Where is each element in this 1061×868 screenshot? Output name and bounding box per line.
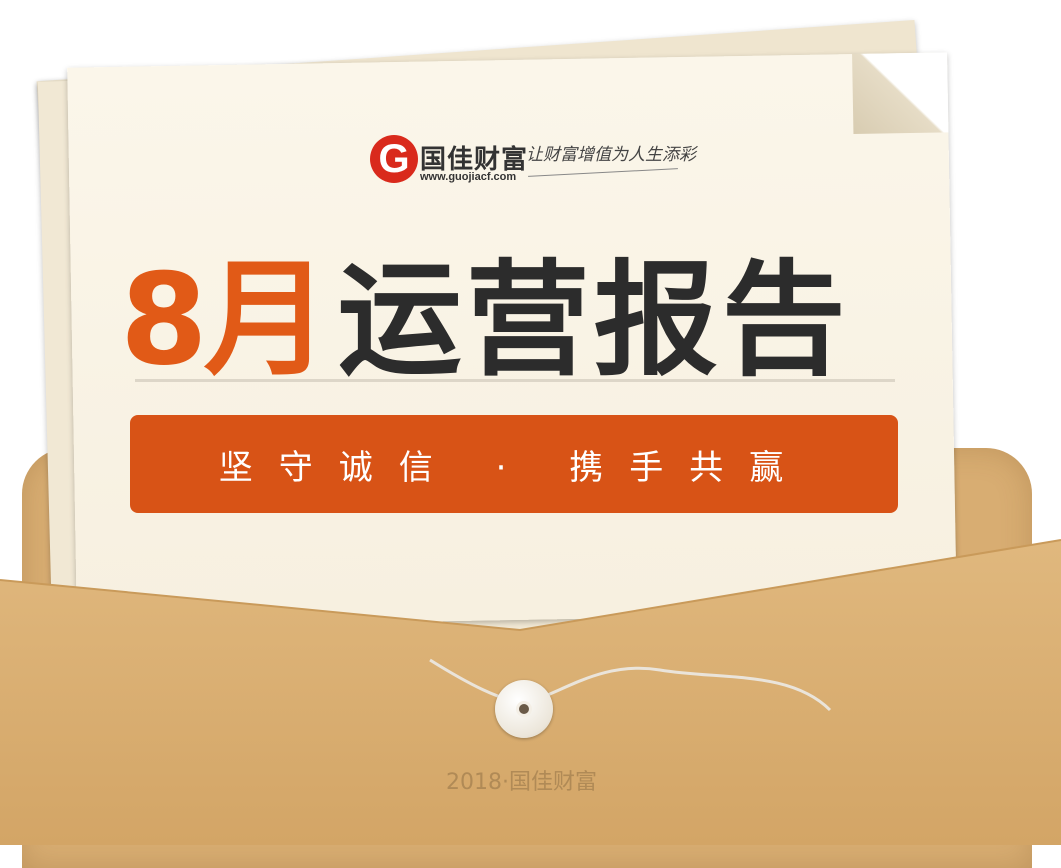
logo-g-icon: G (370, 135, 418, 183)
envelope-string (429, 658, 832, 712)
brand-name: 国佳财富 (420, 145, 529, 175)
title-divider (135, 379, 895, 382)
brand-slogan: 让财富增值为人生添彩 (526, 145, 696, 165)
envelope-button (495, 680, 553, 738)
page-title: 8月运营报告 (120, 218, 850, 400)
slogan-banner: 坚守诚信 · 携手共赢 (130, 415, 898, 513)
paper-folded-corner (852, 52, 949, 135)
title-main: 运营报告 (337, 249, 850, 393)
banner-text: 坚守诚信 · 携手共赢 (218, 447, 810, 488)
report-cover: G 国佳财富 www.guojiacf.com 让财富增值为人生添彩 8月运营报… (0, 19, 1061, 868)
brand-url: www.guojiacf.com (420, 171, 517, 183)
envelope-mark: 2018·国佳财富 (446, 770, 597, 795)
title-month: 8月 (120, 246, 330, 393)
button-hole (516, 701, 532, 717)
